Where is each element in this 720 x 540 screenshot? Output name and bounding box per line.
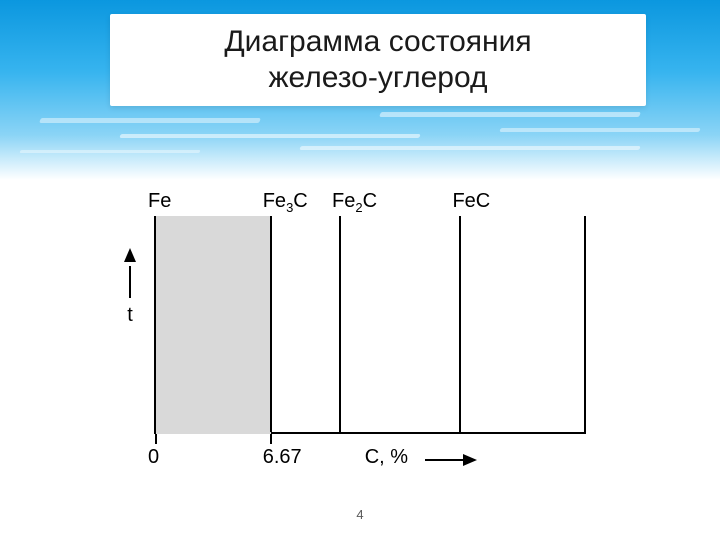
x-arrow-icon [425,454,477,466]
sky-wisp [39,118,261,123]
slide-title: Диаграмма состояния железо-углерод [110,14,646,106]
column-label: Fe3C [263,190,308,215]
column-label: FeC [452,190,490,213]
phase-diagram: Fe Fe3C Fe2C FeC t 0 6.67 C, % [88,190,632,490]
x-tick-label: 0 [148,446,159,469]
y-axis-label: t [114,304,146,327]
sky-wisp [299,146,640,150]
y-axis: t [114,248,146,327]
column-label: Fe2C [332,190,377,215]
sky-wisp [499,128,700,132]
column-label: Fe [148,190,171,213]
phase-boundary-line [459,216,461,432]
shaded-region [156,216,271,434]
page-number: 4 [0,507,720,522]
plot-right-border [584,216,586,432]
sky-wisp [379,112,641,117]
x-tick-label: 6.67 [263,446,302,469]
y-arrow-icon [124,248,136,262]
plot-area [154,216,586,434]
title-line-2: железо-углерод [128,60,628,96]
x-axis-label: C, % [365,446,408,469]
sky-wisp [19,150,200,153]
sky-wisp [119,134,420,138]
phase-boundary-line [270,216,272,432]
x-tick [270,434,272,444]
x-tick [155,434,157,444]
slide: Диаграмма состояния железо-углерод Fe Fe3… [0,0,720,540]
title-line-1: Диаграмма состояния [128,24,628,60]
y-arrow-stem [129,266,131,298]
phase-boundary-line [339,216,341,432]
